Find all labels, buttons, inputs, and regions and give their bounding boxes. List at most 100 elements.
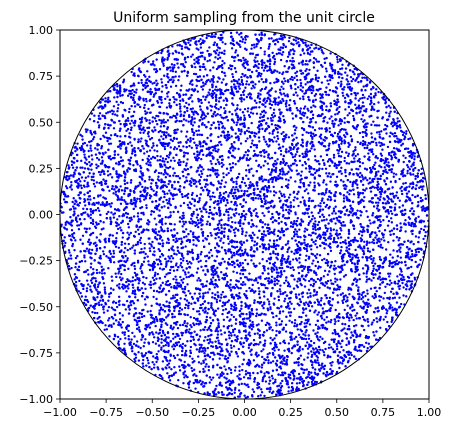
- scatter-point: [163, 275, 167, 278]
- scatter-point: [340, 229, 343, 232]
- scatter-point: [389, 154, 393, 158]
- scatter-point: [261, 250, 265, 254]
- scatter-point: [278, 288, 282, 291]
- scatter-point: [402, 160, 405, 164]
- scatter-point: [201, 39, 205, 42]
- scatter-point: [250, 225, 253, 228]
- scatter-point: [277, 348, 280, 351]
- scatter-point: [386, 320, 389, 324]
- scatter-point: [219, 199, 223, 202]
- scatter-point: [217, 236, 220, 239]
- scatter-point: [193, 121, 196, 124]
- scatter-point: [374, 273, 377, 276]
- scatter-point: [189, 349, 192, 352]
- scatter-point: [331, 348, 335, 351]
- scatter-point: [172, 347, 176, 351]
- scatter-point: [320, 63, 323, 67]
- scatter-point: [199, 303, 202, 307]
- scatter-point: [181, 342, 185, 346]
- scatter-point: [361, 161, 365, 165]
- scatter-point: [320, 297, 323, 300]
- scatter-point: [272, 185, 275, 189]
- scatter-point: [305, 247, 308, 251]
- scatter-point: [275, 268, 279, 271]
- scatter-point: [198, 350, 201, 353]
- scatter-point: [198, 68, 202, 72]
- scatter-point: [88, 189, 92, 193]
- scatter-point: [155, 223, 158, 226]
- scatter-point: [298, 261, 301, 264]
- scatter-point: [404, 181, 407, 185]
- scatter-point: [145, 162, 148, 165]
- scatter-point: [240, 307, 243, 310]
- scatter-point: [365, 107, 368, 111]
- scatter-point: [83, 185, 86, 188]
- scatter-point: [184, 303, 188, 307]
- scatter-point: [182, 222, 186, 226]
- scatter-point: [177, 141, 180, 144]
- scatter-point: [289, 210, 293, 213]
- scatter-point: [207, 120, 210, 124]
- scatter-point: [112, 261, 116, 264]
- scatter-point: [372, 120, 375, 123]
- scatter-point: [408, 185, 411, 188]
- scatter-point: [113, 96, 116, 99]
- scatter-point: [226, 372, 229, 376]
- scatter-point: [99, 137, 102, 141]
- scatter-point: [244, 258, 247, 262]
- scatter-point: [164, 157, 168, 161]
- scatter-point: [279, 342, 282, 345]
- scatter-point: [345, 208, 349, 212]
- scatter-point: [95, 271, 99, 275]
- scatter-point: [160, 90, 164, 93]
- scatter-point: [208, 242, 211, 245]
- scatter-point: [90, 178, 93, 181]
- scatter-point: [106, 170, 110, 173]
- scatter-point: [254, 83, 257, 86]
- scatter-point: [197, 277, 200, 280]
- scatter-point: [165, 305, 169, 308]
- scatter-point: [285, 172, 289, 175]
- scatter-point: [281, 173, 284, 176]
- scatter-point: [142, 260, 146, 263]
- scatter-point: [272, 111, 275, 115]
- scatter-point: [310, 363, 314, 367]
- scatter-point: [344, 239, 347, 242]
- scatter-point: [170, 248, 174, 251]
- scatter-point: [402, 154, 405, 157]
- scatter-point: [346, 114, 349, 117]
- scatter-point: [64, 241, 67, 245]
- scatter-point: [335, 229, 338, 232]
- scatter-point: [216, 120, 220, 124]
- scatter-point: [203, 351, 206, 355]
- scatter-point: [175, 174, 178, 178]
- scatter-point: [214, 237, 217, 240]
- scatter-point: [206, 338, 209, 342]
- scatter-point: [73, 278, 76, 281]
- scatter-point: [156, 336, 160, 339]
- scatter-point: [361, 76, 364, 80]
- scatter-point: [222, 325, 226, 328]
- scatter-point: [126, 231, 129, 234]
- scatter-point: [146, 310, 149, 313]
- scatter-point: [283, 77, 286, 80]
- scatter-point: [148, 249, 152, 253]
- scatter-point: [119, 147, 122, 150]
- scatter-point: [187, 41, 190, 44]
- scatter-point: [400, 189, 403, 193]
- scatter-point: [62, 198, 66, 201]
- scatter-point: [100, 272, 104, 275]
- scatter-point: [153, 117, 157, 120]
- scatter-point: [143, 152, 146, 155]
- scatter-point: [347, 105, 351, 109]
- scatter-point: [190, 146, 193, 149]
- scatter-point: [217, 228, 221, 232]
- scatter-point: [95, 268, 99, 272]
- scatter-point: [388, 112, 391, 115]
- scatter-point: [244, 201, 248, 204]
- scatter-point: [153, 250, 156, 253]
- scatter-point: [231, 113, 234, 116]
- scatter-point: [187, 120, 190, 123]
- scatter-point: [165, 300, 168, 303]
- scatter-point: [255, 159, 258, 162]
